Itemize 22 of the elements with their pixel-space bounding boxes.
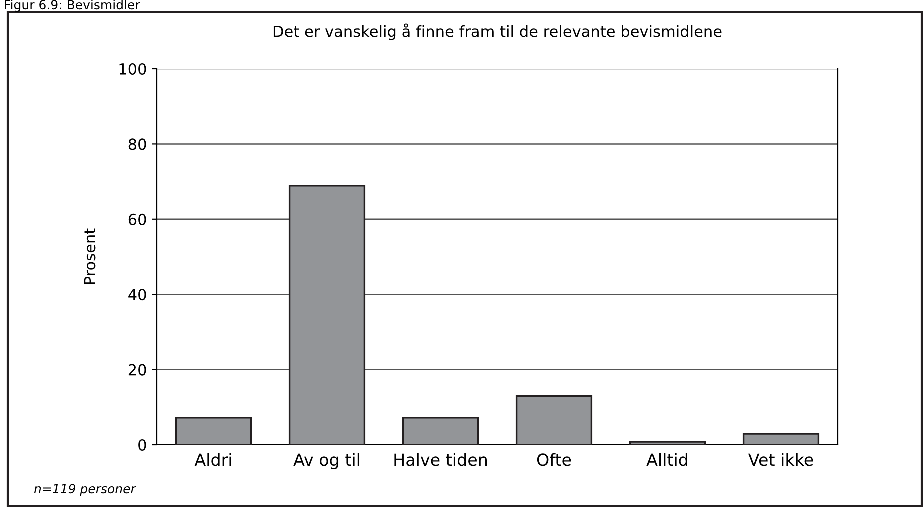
bar [629, 441, 706, 445]
bar [175, 417, 252, 445]
x-tick-label: Alltid [646, 453, 688, 466]
x-tick-label: Halve tiden [394, 453, 488, 466]
x-tick-label: Vet ikke [748, 453, 814, 466]
y-axis-title: Prosent [84, 228, 96, 284]
bar [288, 185, 366, 445]
x-tick-label: Ofte [537, 453, 572, 466]
y-tick-label: 40 [128, 289, 146, 301]
x-tick-label: Av og til [294, 453, 360, 470]
y-tick-label: 100 [120, 63, 146, 76]
bar [402, 417, 480, 445]
text: n=119 personer [34, 484, 137, 496]
y-tick-label: 80 [128, 138, 146, 150]
y-tick-label: 20 [128, 364, 146, 376]
bar [516, 395, 593, 445]
y-tick-label: 0 [138, 439, 146, 452]
chart-title: Det er vanskelig å finne fram til de relevante bevismidlene [274, 24, 722, 40]
x-tick-label: Aldri [194, 453, 232, 466]
text: Figur 6.9: Bevismidler [5, 0, 140, 12]
y-tick-label: 60 [128, 214, 146, 226]
bar [742, 433, 820, 445]
